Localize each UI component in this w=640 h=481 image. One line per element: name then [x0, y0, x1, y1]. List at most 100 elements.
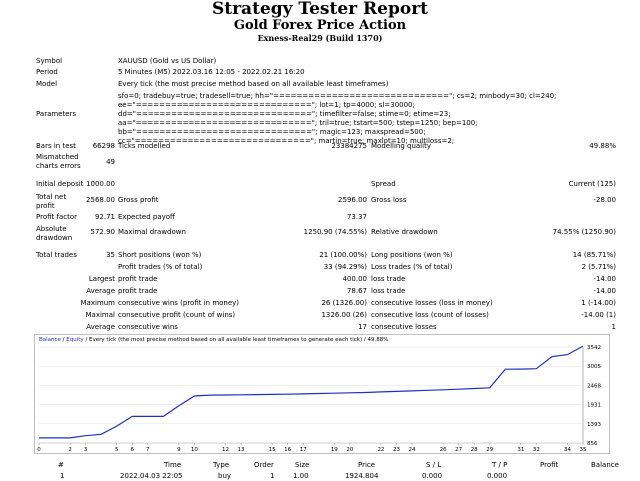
mismatch-value: 49 [106, 158, 115, 166]
model-label: Model [36, 80, 58, 88]
y-tick-label: 2468 [587, 383, 601, 389]
x-tick-label: 26 [440, 447, 447, 453]
pf-value: 92.71 [94, 213, 115, 221]
x-tick-label: 20 [346, 447, 353, 453]
caption-sep: / [60, 337, 67, 343]
grossloss-label: Gross loss [371, 196, 407, 204]
maximal-loss-label: consecutive loss (count of losses) [371, 311, 489, 319]
netprofit-label: Total net profit [36, 193, 67, 210]
model-value: Every tick (the most precise method base… [118, 80, 389, 88]
x-tick-label: 19 [331, 447, 338, 453]
deposit-value: 1000.00 [86, 180, 115, 188]
avg-consecutive-label: Average [86, 323, 115, 331]
deals-header-type: Type [213, 461, 230, 469]
caption-balance: Balance [39, 337, 61, 343]
avg-losses-value: 1 [611, 323, 616, 331]
lt-value: 2 (5.71%) [581, 263, 616, 271]
deposit-label: Initial deposit [36, 180, 84, 188]
period-label: Period [36, 68, 58, 76]
mismatch-label: Mismatched charts errors [36, 153, 81, 170]
largest-profit-value: 400.00 [342, 275, 368, 283]
symbol-value: XAUUSD (Gold vs US Dollar) [118, 57, 217, 65]
x-tick-label: 12 [222, 447, 229, 453]
avg-wins-label: consecutive wins [118, 323, 178, 331]
trades-label: Total trades [36, 251, 77, 259]
grossprofit-value: 2596.00 [338, 196, 367, 204]
x-tick-label: 2 [68, 447, 72, 453]
avg-wins-value: 17 [358, 323, 367, 331]
caption-equity: Equity [66, 337, 84, 343]
server-build: Exness-Real29 (Build 1370) [257, 33, 383, 43]
maximal-profit-value: 1326.00 (26) [321, 311, 367, 319]
deals-header-order: Order [254, 461, 274, 469]
x-tick-label: 28 [471, 447, 478, 453]
deals-header-balance: Balance [591, 461, 619, 469]
chart-caption: Balance / Equity / Every tick (the most … [39, 337, 388, 344]
deal-sl: 0.000 [422, 472, 443, 480]
x-tick-label: 9 [177, 447, 181, 453]
caption-rest: / Every tick (the most precise method ba… [83, 337, 389, 343]
reldd-label: Relative drawdown [371, 228, 438, 236]
max-wins-label: consecutive wins (profit in money) [118, 299, 240, 307]
pt-label: Profit trades (% of total) [118, 263, 203, 271]
avg-profit-label: profit trade [118, 287, 158, 295]
x-tick-label: 24 [409, 447, 416, 453]
period-value: 5 Minutes (M5) 2022.03.16 12:05 - 2022.0… [118, 68, 305, 76]
x-tick-label: 16 [284, 447, 291, 453]
x-tick-label: 29 [486, 447, 493, 453]
deal-type: buy [218, 472, 232, 480]
pt-value: 33 (94.29%) [323, 263, 367, 271]
quality-label: Modelling quality [371, 142, 431, 150]
deal-time: 2022.04.03 22:05 [120, 472, 183, 480]
deals-header-tp: T / P [492, 461, 508, 469]
avg-loss-value: -14.00 [593, 287, 616, 295]
trades-value: 35 [106, 251, 115, 259]
ticks-value: 23384275 [331, 142, 367, 150]
x-tick-label: 23 [393, 447, 400, 453]
y-tick-label: 3542 [587, 345, 601, 351]
deals-header-profit: Profit [540, 461, 559, 469]
x-tick-label: 7 [146, 447, 150, 453]
deals-header-price: Price [358, 461, 376, 469]
largest-profit-label: profit trade [118, 275, 158, 283]
max-wins-value: 26 (1326.00) [321, 299, 367, 307]
symbol-label: Symbol [36, 57, 63, 65]
avg-profit-value: 78.67 [346, 287, 367, 295]
deal-price: 1924.804 [345, 472, 379, 480]
x-tick-label: 5 [115, 447, 119, 453]
max-losses-value: 1 (-14.00) [581, 299, 616, 307]
x-tick-label: 6 [131, 447, 135, 453]
maxdd-label: Maximal drawdown [118, 228, 186, 236]
x-tick-label: 31 [517, 447, 524, 453]
x-tick-label: 10 [191, 447, 198, 453]
y-tick-label: 1393 [587, 422, 601, 428]
avg-losses-label: consecutive losses [371, 323, 437, 331]
payoff-value: 73.37 [346, 213, 367, 221]
deal-num: 1 [60, 472, 65, 480]
x-tick-label: 15 [269, 447, 276, 453]
x-tick-label: 3 [84, 447, 88, 453]
x-tick-label: 34 [564, 447, 571, 453]
lt-label: Loss trades (% of total) [371, 263, 453, 271]
short-value: 21 (100.00%) [319, 251, 367, 259]
ticks-label: Ticks modelled [118, 142, 171, 150]
long-value: 14 (85.71%) [572, 251, 616, 259]
largest-label: Largest [88, 275, 115, 283]
pf-label: Profit factor [36, 213, 77, 221]
deals-header-time: Time [164, 461, 182, 469]
report-title: Strategy Tester Report [211, 0, 429, 19]
netprofit-value: 2568.00 [86, 196, 115, 204]
maximal-profit-label: consecutive profit (count of wins) [118, 311, 236, 319]
bars-value: 66298 [92, 142, 115, 150]
x-tick-label: 17 [300, 447, 307, 453]
deals-header-size: Size [295, 461, 310, 469]
avg-loss-label: loss trade [371, 287, 406, 295]
absdd-label: Absolute drawdown [36, 225, 73, 242]
x-tick-label: 27 [455, 447, 462, 453]
deals-header-sl: S / L [426, 461, 442, 469]
x-tick-label: 35 [580, 447, 587, 453]
grossloss-value: -28.00 [593, 196, 616, 204]
maximal-label: Maximal [85, 311, 115, 319]
deal-size: 1.00 [293, 472, 309, 480]
grossprofit-label: Gross profit [118, 196, 159, 204]
